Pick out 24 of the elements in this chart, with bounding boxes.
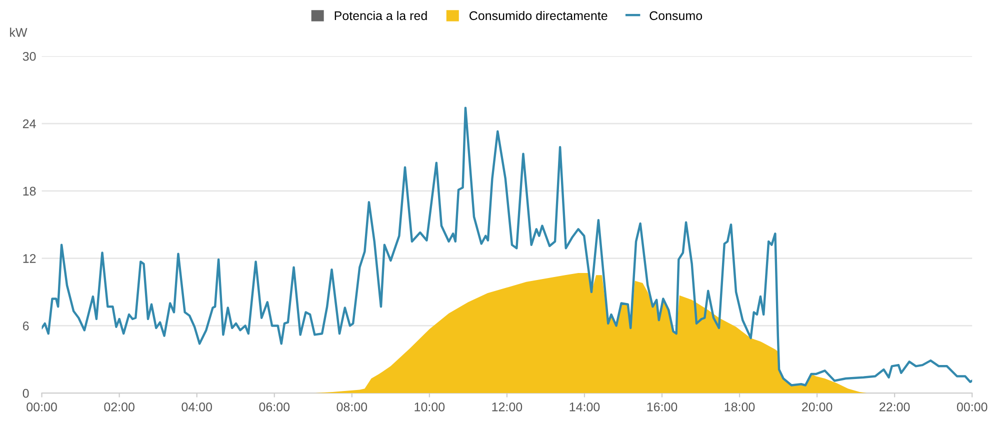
y-tick-label: 0	[22, 388, 29, 398]
x-tick-label: 04:00	[182, 402, 212, 412]
legend-label: Consumo	[650, 11, 702, 20]
x-tick-label: 18:00	[724, 402, 755, 412]
x-tick-label: 16:00	[647, 402, 678, 412]
x-tick-label: 22:00	[880, 402, 910, 412]
x-tick-label: 00:00	[26, 402, 57, 412]
legend-label: Potencia a la red	[334, 10, 427, 20]
x-tick-label: 08:00	[336, 402, 368, 412]
y-tick-label: 18	[23, 186, 36, 196]
x-tick-label: 06:00	[259, 402, 290, 412]
y-tick-label: 24	[22, 119, 36, 128]
y-axis-title: kW	[10, 28, 28, 37]
x-tick-label: 00:00	[956, 402, 988, 412]
y-tick-label: 12	[23, 254, 36, 263]
x-tick-label: 02:00	[104, 402, 134, 412]
x-tick-label: 12:00	[492, 402, 522, 412]
legend-label: Consumido directamente	[470, 10, 608, 20]
x-tick-label: 14:00	[570, 402, 600, 412]
y-tick-label: 6	[22, 322, 29, 330]
x-tick-label: 10:00	[414, 402, 445, 412]
line-series	[42, 106, 972, 386]
x-tick-label: 20:00	[802, 402, 832, 412]
y-tick-label: 30	[22, 52, 36, 61]
